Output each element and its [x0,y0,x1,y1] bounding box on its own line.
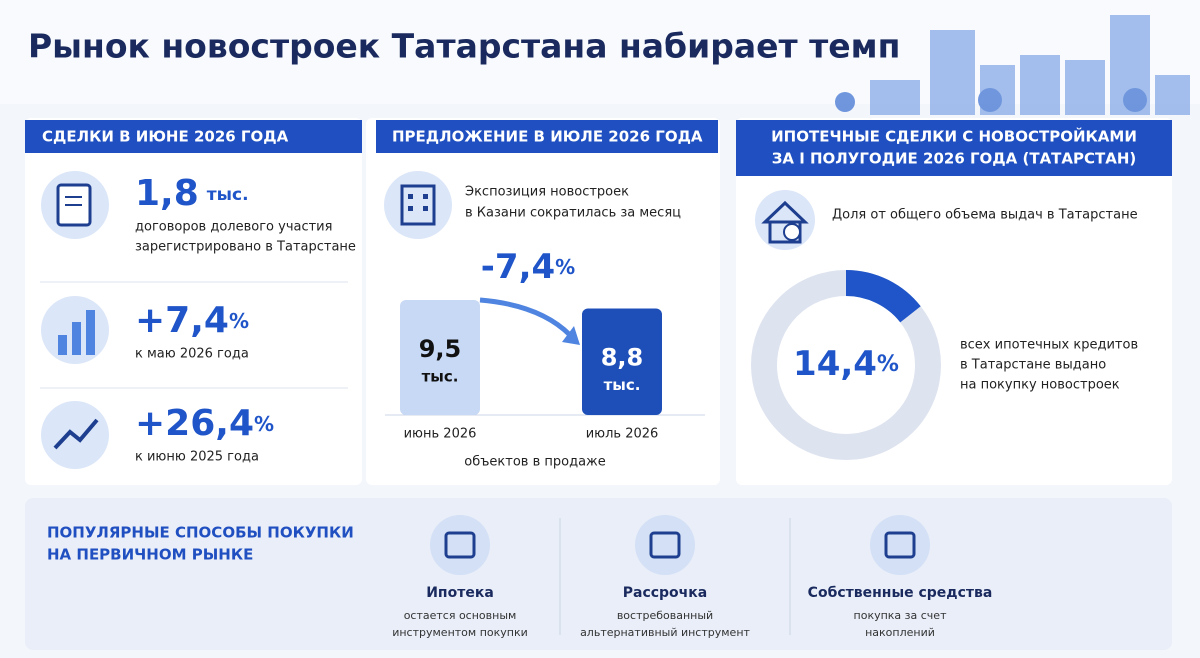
method-icon-shape [884,531,916,559]
deal-number: +26,4 [135,403,254,444]
deal-number: 1,8 [135,173,199,214]
deal-text: договоров долевого участия [135,220,332,235]
bar-category: июнь 2026 [404,427,477,442]
donut-label: 14,4% [793,344,899,384]
deal-unit: % [254,412,274,436]
deal-text: к маю 2026 года [135,347,249,362]
method-text: инструментом покупки [392,626,528,639]
supply-icon [384,171,452,239]
method-text: накоплений [865,626,935,639]
deal-text: к июню 2025 года [135,450,259,465]
method-icon [635,515,695,575]
deals-card [25,118,362,485]
supply-text: Экспозиция новостроек [465,185,629,200]
deals-icons [41,171,109,469]
change-value: -7,4 [481,247,555,287]
donut-arc [845,270,921,323]
method-text: остается основным [404,609,517,622]
deals-items: 1,8 тыс. договоров долевого участия зарегис… [135,173,356,465]
deals-title: СДЕЛКИ В ИЮНЕ 2026 ГОДА [42,128,289,146]
bar-unit: тыс. [422,368,459,386]
deal-unit: тыс. [207,185,249,205]
arrow-head [562,326,580,345]
methods-title: НА ПЕРВИЧНОМ РЫНКЕ [47,546,253,564]
arrow [479,297,572,337]
share-value: 14,4 [793,344,877,384]
mortgage-text: в Татарстане выдано [960,358,1106,373]
mortgage-title: ЗА I ПОЛУГОДИЕ 2026 ГОДА (ТАТАРСТАН) [772,150,1137,168]
mortgage-subtitle: Доля от общего объема выдач в Татарстане [832,208,1138,223]
skyline [835,15,1190,115]
methods-title: ПОПУЛЯРНЫЕ СПОСОБЫ ПОКУПКИ [47,524,354,542]
bar-value: 9,5 [419,335,462,363]
method-text: востребованный [617,609,713,622]
mortgage-text: на покупку новостроек [960,378,1120,393]
method-icon-shape [444,531,476,559]
supply-change: -7,4% [481,247,575,287]
mortgage-title-bar [736,120,1172,176]
mortgage-icon [755,190,815,250]
method-title: Рассрочка [623,585,708,601]
deal-text: зарегистрировано в Татарстане [135,240,356,255]
supply-bars: 9,5 тыс. июнь 2026 8,8 тыс. июль 2026 [400,300,662,442]
mortgage-card [736,118,1172,485]
method-text: покупка за счет [854,609,948,622]
method-text: альтернативный инструмент [580,626,750,639]
deal-value: +7,4% [135,300,249,341]
method-icon [870,515,930,575]
page-title: Рынок новостроек Татарстана набирает тем… [28,27,900,66]
supply-title: ПРЕДЛОЖЕНИЕ В ИЮЛЕ 2026 ГОДА [392,128,703,146]
bar-category: июль 2026 [586,427,659,442]
deal-value: 1,8 тыс. [135,173,249,214]
change-unit: % [555,255,575,279]
deal-number: +7,4 [135,300,229,341]
bar [400,300,480,415]
method-icon [430,515,490,575]
method-title: Ипотека [426,585,494,601]
share-unit: % [877,352,899,377]
supply-title-bar [376,120,718,153]
method-icon-shape [649,531,681,559]
bar-value: 8,8 [601,343,644,371]
bar-unit: тыс. [604,376,641,394]
deals-title-bar [25,120,362,153]
method-title: Собственные средства [808,585,993,601]
supply-caption: объектов в продаже [464,455,606,470]
mortgage-text: всех ипотечных кредитов [960,338,1138,353]
supply-text: в Казани сократилась за месяц [465,206,681,221]
methods-items: Ипотека остается основным инструментом пок… [392,515,992,639]
deal-value: +26,4% [135,403,274,444]
mortgage-title: ИПОТЕЧНЫЕ СДЕЛКИ С НОВОСТРОЙКАМИ [771,127,1137,146]
bar [582,308,662,415]
deal-unit: % [229,309,249,333]
